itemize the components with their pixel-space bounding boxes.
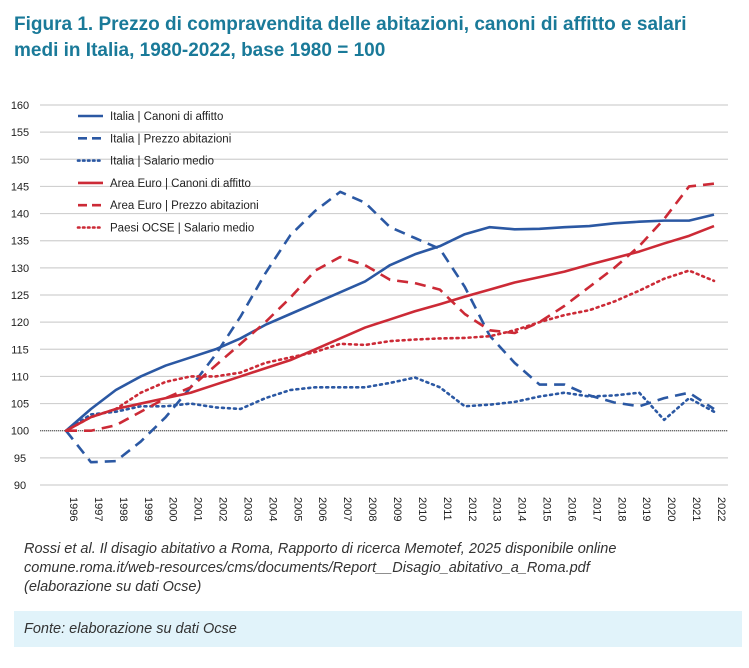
legend-label: Italia | Prezzo abitazioni (110, 133, 231, 145)
x-tick-label: 2015 (541, 497, 553, 521)
line-chart: 90 95 100 105 110 115 120 125 130 135 140 145 150 155… (11, 100, 728, 521)
y-tick-label: 110 (11, 371, 29, 383)
x-tick-label: 2010 (416, 497, 428, 521)
source-text: Fonte: elaborazione su dati Ocse (24, 621, 237, 637)
y-tick-label: 125 (11, 290, 29, 302)
x-tick-label: 2012 (466, 497, 478, 521)
series-line (66, 182, 715, 433)
caption: Rossi et al. Il disagio abitativo a Roma… (24, 540, 616, 597)
series-line (64, 269, 716, 433)
x-tick-label: 2016 (565, 497, 577, 521)
y-tick-label: 150 (11, 154, 29, 166)
y-tick-label: 135 (11, 236, 29, 248)
series-line (64, 190, 715, 464)
x-tick-label: 2008 (366, 497, 378, 521)
x-tick-label: 2020 (665, 497, 677, 521)
y-tick-label: 105 (11, 399, 29, 411)
legend-label: Italia | Salario medio (110, 156, 214, 168)
y-tick-label: 120 (11, 317, 29, 329)
caption-line: comune.roma.it/web-resources/cms/documen… (24, 560, 590, 576)
x-tick-label: 1996 (67, 497, 79, 521)
x-tick-label: 2013 (491, 497, 503, 521)
legend-label: Paesi OCSE | Salario medio (110, 223, 254, 235)
y-tick-label: 95 (14, 453, 26, 465)
figure-title: Figura 1. Prezzo di compravendita delle … (14, 14, 687, 61)
x-tick-label: 2003 (241, 497, 253, 521)
x-tick-label: 2006 (316, 497, 328, 521)
series-line (64, 376, 716, 433)
x-tick-label: 2005 (291, 497, 303, 521)
legend-label: Area Euro | Prezzo abitazioni (110, 200, 259, 212)
y-tick-label: 155 (11, 127, 29, 139)
y-tick-label: 145 (11, 181, 29, 193)
x-tick-label: 2019 (640, 497, 652, 521)
x-tick-label: 2004 (266, 497, 278, 521)
caption-line: Rossi et al. Il disagio abitativo a Roma… (24, 541, 617, 557)
x-tick-label: 2001 (192, 497, 204, 521)
x-tick-label: 2002 (217, 497, 229, 521)
x-tick-label: 2000 (167, 497, 179, 521)
x-tick-label: 2011 (441, 497, 453, 521)
x-tick-label: 2007 (341, 497, 353, 521)
x-tick-label: 2014 (516, 497, 528, 521)
y-tick-label: 130 (11, 263, 29, 275)
y-tick-label: 90 (14, 480, 26, 492)
y-tick-label: 115 (11, 344, 29, 356)
x-tick-label: 2018 (615, 497, 627, 521)
source-box: Fonte: elaborazione su dati Ocse (14, 611, 742, 647)
x-tick-label: 2009 (391, 497, 403, 521)
x-tick-label: 1997 (92, 497, 104, 521)
series-line (65, 224, 715, 432)
legend-label: Italia | Canoni di affitto (110, 111, 223, 123)
x-tick-label: 2017 (590, 497, 602, 521)
legend-label: Area Euro | Canoni di affitto (110, 178, 251, 190)
caption-line: (elaborazione su dati Ocse) (24, 579, 202, 595)
y-tick-label: 100 (11, 426, 29, 438)
y-tick-label: 140 (11, 209, 29, 221)
x-tick-label: 1998 (117, 497, 129, 521)
x-tick-label: 2021 (690, 497, 702, 521)
x-tick-label: 1999 (142, 497, 154, 521)
y-tick-label: 160 (11, 100, 29, 112)
series-line (65, 213, 715, 432)
x-tick-label: 2022 (715, 497, 727, 521)
